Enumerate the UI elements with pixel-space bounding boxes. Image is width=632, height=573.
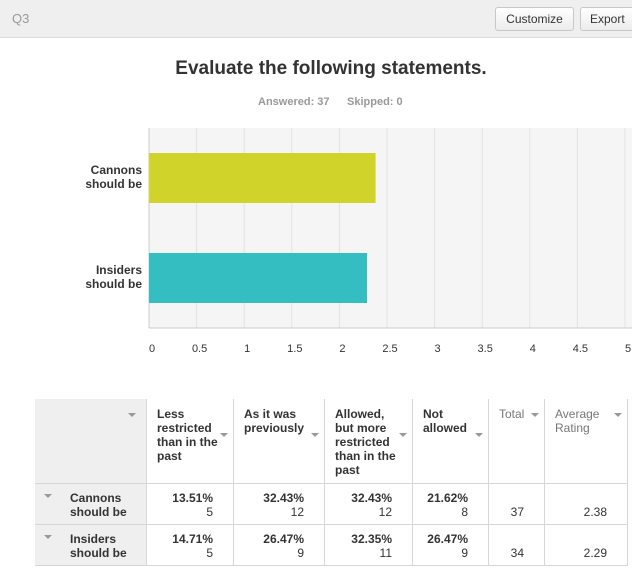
chart-title: Evaluate the following statements. [175, 58, 487, 79]
customize-button[interactable]: Customize [495, 7, 574, 31]
sort-icon [475, 433, 483, 437]
table-cell [234, 484, 325, 525]
percent: 14.71% [172, 532, 213, 546]
table-cell [325, 525, 413, 566]
row-label: Cannons should be [70, 491, 127, 519]
row-label: Insiders should be [70, 532, 127, 560]
x-tick-label: 2.5 [382, 343, 397, 355]
x-tick-label: 1 [244, 343, 250, 355]
percent: 21.62% [427, 491, 468, 505]
column-header: Less restricted than in the past [157, 407, 218, 463]
x-tick-label: 1.5 [287, 343, 302, 355]
sort-icon [399, 433, 407, 437]
skipped: Skipped: 0 [347, 96, 403, 108]
count: 5 [206, 546, 213, 560]
table-cell [545, 484, 628, 525]
x-tick-label: 0.5 [192, 343, 207, 355]
x-tick-label: 0 [149, 343, 155, 355]
y-tick-label: Cannons should be [85, 163, 142, 191]
table-header-cell [413, 399, 489, 484]
sort-icon [531, 413, 539, 417]
count: 9 [461, 546, 468, 560]
percent: 26.47% [427, 532, 468, 546]
table-cell [489, 525, 545, 566]
x-tick-label: 3 [435, 343, 441, 355]
count: 8 [461, 505, 468, 519]
question-number: Q3 [12, 11, 30, 26]
sort-icon [220, 433, 228, 437]
count: 5 [206, 505, 213, 519]
sort-icon [614, 413, 622, 417]
average-rating: 2.29 [583, 546, 607, 560]
x-tick-label: 4 [530, 343, 536, 355]
column-header: Not allowed [423, 407, 468, 435]
table-cell [413, 525, 489, 566]
count: 9 [297, 546, 304, 560]
row-label-cell [35, 525, 147, 566]
percent: 26.47% [263, 532, 304, 546]
x-tick-label: 4.5 [573, 343, 588, 355]
row-label-cell [35, 484, 147, 525]
table-cell [147, 525, 234, 566]
table-cell [413, 484, 489, 525]
x-tick-label: 3.5 [478, 343, 493, 355]
percent: 13.51% [172, 491, 213, 505]
row-menu-icon [44, 535, 52, 539]
bar [149, 253, 368, 303]
column-header: Allowed, but more restricted than in the… [335, 407, 396, 477]
x-tick-label: 5 [625, 343, 631, 355]
sort-icon [311, 433, 319, 437]
count: 11 [379, 546, 392, 560]
column-header: Total [499, 407, 525, 421]
table-header-cell [35, 399, 147, 484]
average-rating: 2.38 [583, 505, 607, 519]
table-header-cell [234, 399, 325, 484]
table-header-cell [147, 399, 234, 484]
table-cell [234, 525, 325, 566]
answered: Answered: 37 [258, 96, 330, 108]
export-button[interactable]: Export [580, 7, 632, 31]
row-menu-icon [44, 494, 52, 498]
table-header-cell [325, 399, 413, 484]
column-header: As it was previously [244, 407, 305, 435]
sort-icon [128, 413, 136, 417]
total: 37 [510, 505, 524, 519]
table-cell [545, 525, 628, 566]
total: 34 [510, 546, 524, 560]
percent: 32.43% [263, 491, 304, 505]
table-cell [147, 484, 234, 525]
y-tick-label: Insiders should be [85, 263, 142, 291]
percent: 32.35% [351, 532, 392, 546]
x-tick-label: 2 [339, 343, 345, 355]
table-cell [325, 484, 413, 525]
bar [149, 153, 376, 203]
count: 12 [290, 505, 304, 519]
count: 12 [378, 505, 392, 519]
percent: 32.43% [351, 491, 392, 505]
column-header: Average Rating [555, 407, 600, 435]
table-cell [489, 484, 545, 525]
